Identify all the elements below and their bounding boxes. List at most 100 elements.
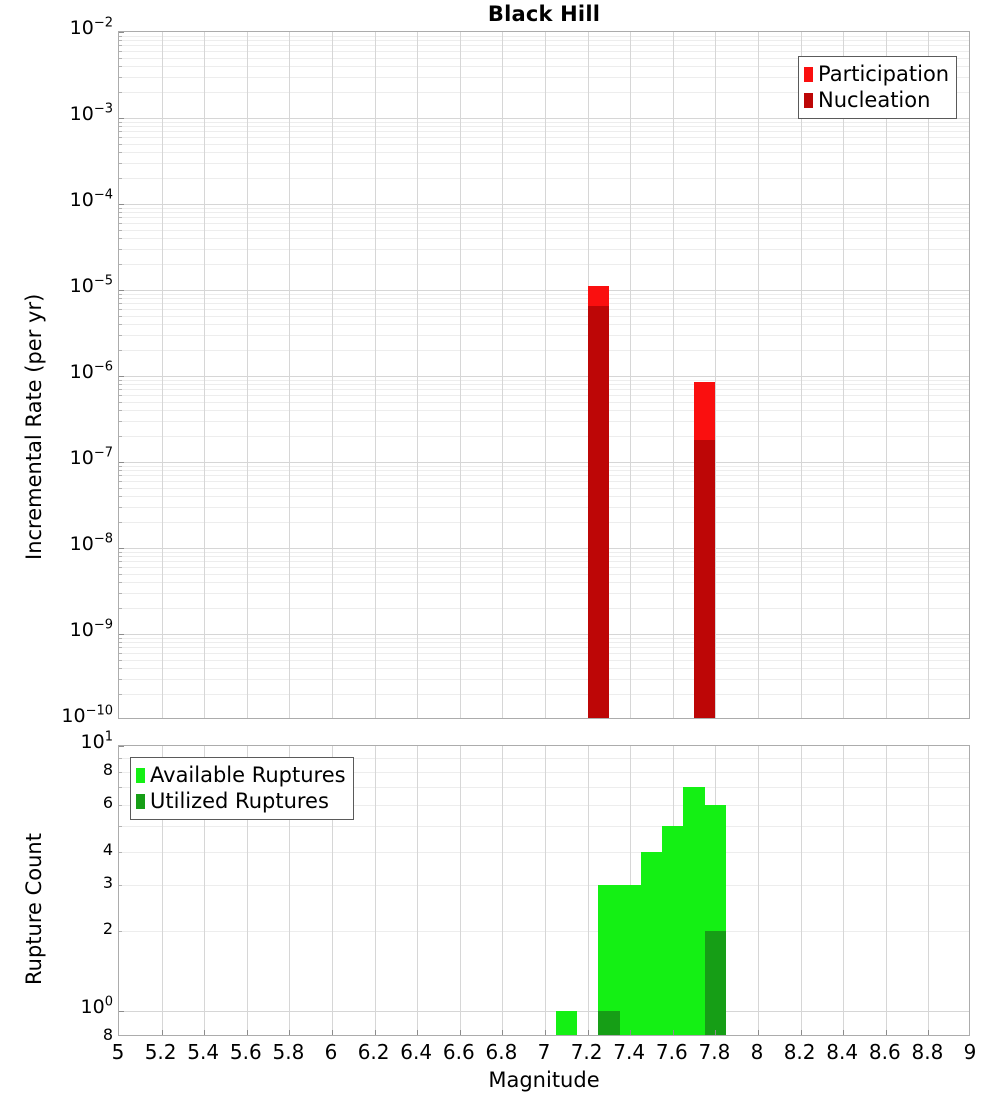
gridline-minor bbox=[119, 931, 969, 932]
gridline-minor bbox=[119, 470, 969, 471]
gridline-minor bbox=[119, 350, 969, 351]
gridline-minor bbox=[119, 230, 969, 231]
gridline-minor bbox=[119, 208, 969, 209]
gridline-vertical bbox=[460, 746, 461, 1035]
y-tick-label-bottom-minor: 8 bbox=[102, 759, 113, 779]
gridline-minor bbox=[119, 679, 969, 680]
gridline-minor bbox=[119, 380, 969, 381]
x-tickmark bbox=[502, 1030, 503, 1035]
legend-item-nucleation: Nucleation bbox=[804, 87, 949, 113]
y-tickmark-minor-top bbox=[119, 679, 122, 680]
gridline-minor bbox=[119, 642, 969, 643]
gridline-major bbox=[119, 1011, 969, 1012]
gridline-minor bbox=[119, 40, 969, 41]
gridline-vertical bbox=[332, 32, 333, 718]
legend-swatch-utilized bbox=[136, 793, 145, 809]
y-tickmark-minor-top bbox=[119, 481, 122, 482]
gridline-minor bbox=[119, 694, 969, 695]
x-tick-label: 6.2 bbox=[357, 1040, 390, 1064]
x-tick-label: 5.6 bbox=[229, 1040, 262, 1064]
x-tickmark bbox=[801, 1030, 802, 1035]
bar-utilized-ruptures bbox=[704, 931, 727, 1035]
gridline-vertical bbox=[928, 746, 929, 1035]
y-tickmark-minor-top bbox=[119, 496, 122, 497]
y-tick-label-top: 10−7 bbox=[69, 445, 113, 469]
gridline-vertical bbox=[502, 746, 503, 1035]
y-tickmark-top bbox=[119, 634, 124, 635]
gridline-minor bbox=[119, 660, 969, 661]
gridline-minor bbox=[119, 316, 969, 317]
legend-label-utilized-ruptures: Utilized Ruptures bbox=[150, 788, 329, 813]
y-tickmark-minor-top bbox=[119, 561, 122, 562]
bar-utilized-ruptures bbox=[598, 1011, 620, 1035]
gridline-minor bbox=[119, 488, 969, 489]
y-tickmark-minor-bottom bbox=[119, 852, 122, 853]
y-tickmark-minor-top bbox=[119, 249, 122, 250]
y-tickmark-minor-top bbox=[119, 402, 122, 403]
y-tickmark-top bbox=[119, 204, 124, 205]
gridline-minor bbox=[119, 51, 969, 52]
gridline-minor bbox=[119, 163, 969, 164]
x-tick-label: 5 bbox=[111, 1040, 125, 1064]
y-tickmark-minor-top bbox=[119, 410, 122, 411]
legend-swatch-participation bbox=[804, 66, 813, 82]
x-tick-label: 7.6 bbox=[655, 1040, 688, 1064]
x-tickmark bbox=[332, 1030, 333, 1035]
y-tickmark-minor-top bbox=[119, 36, 122, 37]
y-tickmark-minor-top bbox=[119, 668, 122, 669]
gridline-minor bbox=[119, 144, 969, 145]
gridline-vertical bbox=[758, 746, 759, 1035]
gridline-minor bbox=[119, 647, 969, 648]
gridline-minor bbox=[119, 582, 969, 583]
gridline-minor bbox=[119, 805, 969, 806]
gridline-minor bbox=[119, 638, 969, 639]
gridline-vertical bbox=[673, 32, 674, 718]
y-tickmark-minor-top bbox=[119, 303, 122, 304]
y-tickmark-minor-top bbox=[119, 608, 122, 609]
gridline-minor bbox=[119, 223, 969, 224]
x-tick-label: 6.8 bbox=[485, 1040, 518, 1064]
y-tickmark-minor-top bbox=[119, 507, 122, 508]
y-tickmark-minor-top bbox=[119, 642, 122, 643]
x-axis-label: Magnitude bbox=[488, 1068, 600, 1092]
y-tickmark-minor-top bbox=[119, 92, 122, 93]
y-tickmark-minor-top bbox=[119, 264, 122, 265]
bar-available-ruptures bbox=[598, 884, 620, 1035]
gridline-minor bbox=[119, 787, 969, 788]
gridline-vertical bbox=[928, 32, 929, 718]
x-tickmark bbox=[545, 1030, 546, 1035]
gridline-vertical bbox=[204, 32, 205, 718]
gridline-minor bbox=[119, 826, 969, 827]
gridline-minor bbox=[119, 66, 969, 67]
y-tickmark-minor-top bbox=[119, 208, 122, 209]
y-tickmark-minor-top bbox=[119, 395, 122, 396]
gridline-minor bbox=[119, 496, 969, 497]
legend-label-available-ruptures: Available Ruptures bbox=[150, 762, 346, 787]
gridline-minor bbox=[119, 421, 969, 422]
gridline-minor bbox=[119, 324, 969, 325]
gridline-minor bbox=[119, 384, 969, 385]
gridline-vertical bbox=[886, 32, 887, 718]
gridline-vertical bbox=[247, 746, 248, 1035]
gridline-vertical bbox=[545, 746, 546, 1035]
gridline-vertical bbox=[162, 32, 163, 718]
gridline-vertical bbox=[502, 32, 503, 718]
y-tickmark-minor-top bbox=[119, 77, 122, 78]
x-tick-label: 6.4 bbox=[400, 1040, 433, 1064]
gridline-vertical bbox=[417, 32, 418, 718]
gridline-minor bbox=[119, 77, 969, 78]
y-tickmark-minor-top bbox=[119, 217, 122, 218]
y-tickmark-minor-top bbox=[119, 335, 122, 336]
gridline-vertical bbox=[204, 746, 205, 1035]
x-tickmark bbox=[758, 1030, 759, 1035]
x-tick-label: 7.2 bbox=[570, 1040, 603, 1064]
y-tickmark-top bbox=[119, 548, 124, 549]
gridline-minor bbox=[119, 249, 969, 250]
y-tickmark-minor-top bbox=[119, 230, 122, 231]
gridline-major bbox=[119, 634, 969, 635]
y-tickmark-minor-bottom bbox=[119, 787, 122, 788]
legend-label-nucleation: Nucleation bbox=[818, 87, 931, 112]
x-tick-label: 6 bbox=[324, 1040, 338, 1064]
y-tick-label-bottom-minor: 3 bbox=[102, 872, 113, 892]
